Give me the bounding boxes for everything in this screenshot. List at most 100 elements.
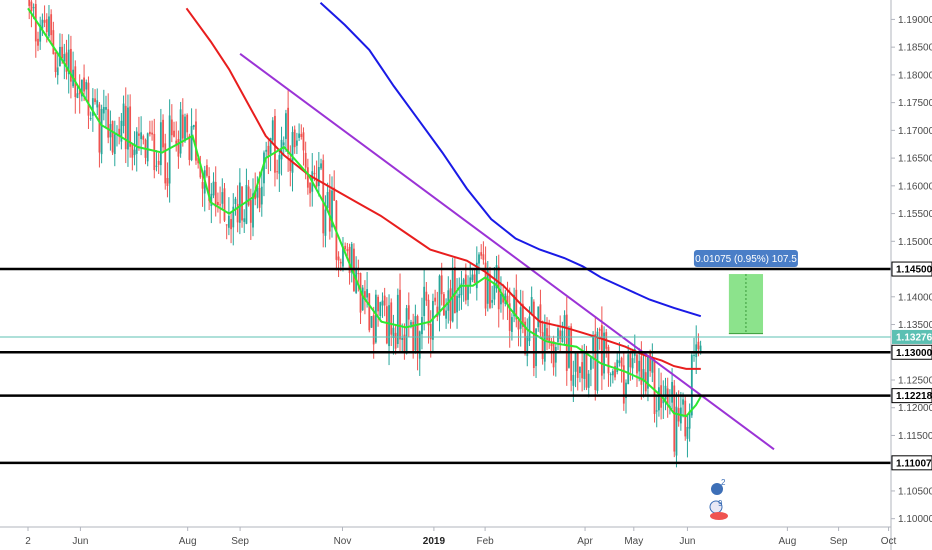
x-tick-label: Sep — [830, 536, 848, 547]
candle-body — [372, 315, 375, 345]
candle-body — [611, 371, 614, 376]
candle-body — [563, 315, 566, 329]
candle-body — [129, 106, 132, 147]
candle-body — [410, 322, 412, 325]
candle-body — [622, 365, 625, 404]
candle-body — [684, 400, 687, 437]
candle-body — [370, 316, 373, 328]
candle-body — [579, 366, 581, 373]
candle-body — [197, 157, 200, 164]
candle-body — [232, 206, 235, 228]
candle-body — [67, 49, 70, 75]
candle-body — [600, 325, 603, 376]
candle-body — [565, 314, 568, 371]
event-flag-icon[interactable] — [711, 483, 723, 495]
y-tick-label: 1.18500 — [898, 43, 932, 54]
candle-body — [236, 203, 239, 223]
candle-body — [184, 116, 186, 142]
measure-tool[interactable]: 0.01075 (0.95%) 107.5 — [693, 250, 798, 335]
candle-body — [208, 175, 211, 201]
candle-body — [333, 187, 336, 201]
candle-body — [581, 362, 584, 379]
candlestick-series — [28, 0, 702, 468]
candle-body — [625, 382, 627, 399]
horizontal-levels[interactable] — [0, 267, 891, 465]
candle-body — [65, 52, 68, 72]
y-tick-label: 1.15000 — [898, 237, 932, 248]
candle-body — [699, 345, 702, 354]
x-tick-label: May — [624, 536, 643, 547]
time-axis[interactable]: 2 Jun Aug Sep Nov 2019 Feb Apr May Jun Aug Sep Oct — [25, 527, 897, 547]
candle-body — [414, 316, 417, 351]
candle-body — [34, 3, 37, 42]
y-tick-label: 1.12000 — [898, 403, 932, 414]
candle-body — [263, 152, 265, 184]
x-tick-label: Aug — [179, 536, 197, 547]
measure-label-box — [693, 250, 798, 268]
y-tick-label: 1.16000 — [898, 181, 932, 192]
candle-body — [548, 335, 551, 343]
event-flag-number: 2 — [721, 478, 726, 487]
candle-body — [366, 289, 369, 298]
dividends-icon[interactable] — [710, 512, 728, 520]
candle-body — [502, 294, 505, 303]
candle-body — [70, 48, 72, 82]
candle-body — [399, 289, 401, 340]
candle-body — [87, 82, 90, 116]
candle-body — [607, 346, 610, 374]
candle-body — [120, 120, 123, 142]
candle-body — [348, 246, 351, 274]
candle-body — [131, 144, 134, 158]
candle-body — [364, 291, 366, 301]
candle-body — [688, 411, 691, 429]
y-tick-label: 1.19000 — [898, 15, 932, 26]
candle-body — [56, 67, 59, 76]
slow-moving-average-line — [319, 2, 702, 318]
candle-body — [344, 245, 347, 249]
candle-body — [374, 294, 377, 343]
candle-body — [543, 324, 546, 362]
candle-body — [664, 385, 667, 400]
candle-body — [484, 262, 487, 309]
candle-body — [486, 269, 489, 304]
candle-body — [39, 24, 42, 42]
candle-body — [322, 160, 325, 234]
candle-body — [521, 303, 524, 327]
candle-body — [561, 330, 564, 343]
candle-body — [390, 302, 393, 335]
event-icons[interactable]: 2 9 — [709, 478, 728, 520]
y-tick-label: 1.11500 — [898, 431, 932, 442]
candle-body — [315, 178, 318, 187]
candle-body — [122, 103, 125, 127]
candle-body — [403, 334, 406, 352]
candle-body — [155, 165, 158, 167]
candle-body — [546, 328, 548, 340]
candle-body — [276, 171, 279, 173]
candle-body — [32, 7, 35, 9]
downtrend-line[interactable] — [239, 52, 775, 451]
candle-body — [401, 338, 404, 340]
candle-body — [368, 293, 371, 331]
candle-body — [377, 296, 379, 312]
candle-body — [513, 294, 516, 317]
measure-label-text: 0.01075 (0.95%) 107.5 — [695, 254, 797, 265]
price-tags: 1.14500 1.13000 1.12218 1.11007 1.13276 — [891, 261, 932, 471]
candle-body — [78, 89, 81, 95]
candle-body — [91, 98, 94, 116]
candle-body — [41, 19, 44, 29]
candle-body — [478, 254, 480, 264]
candle-body — [655, 410, 658, 412]
candle-body — [289, 158, 292, 172]
candle-body — [587, 373, 590, 388]
candle-body — [480, 252, 483, 256]
candle-body — [342, 246, 344, 267]
candle-body — [83, 77, 85, 92]
candle-body — [458, 294, 461, 298]
candle-body — [166, 178, 169, 186]
candle-body — [181, 114, 184, 139]
candle-body — [249, 200, 252, 223]
candle-body — [425, 291, 428, 301]
candle-body — [201, 181, 204, 189]
candle-body — [138, 133, 140, 136]
